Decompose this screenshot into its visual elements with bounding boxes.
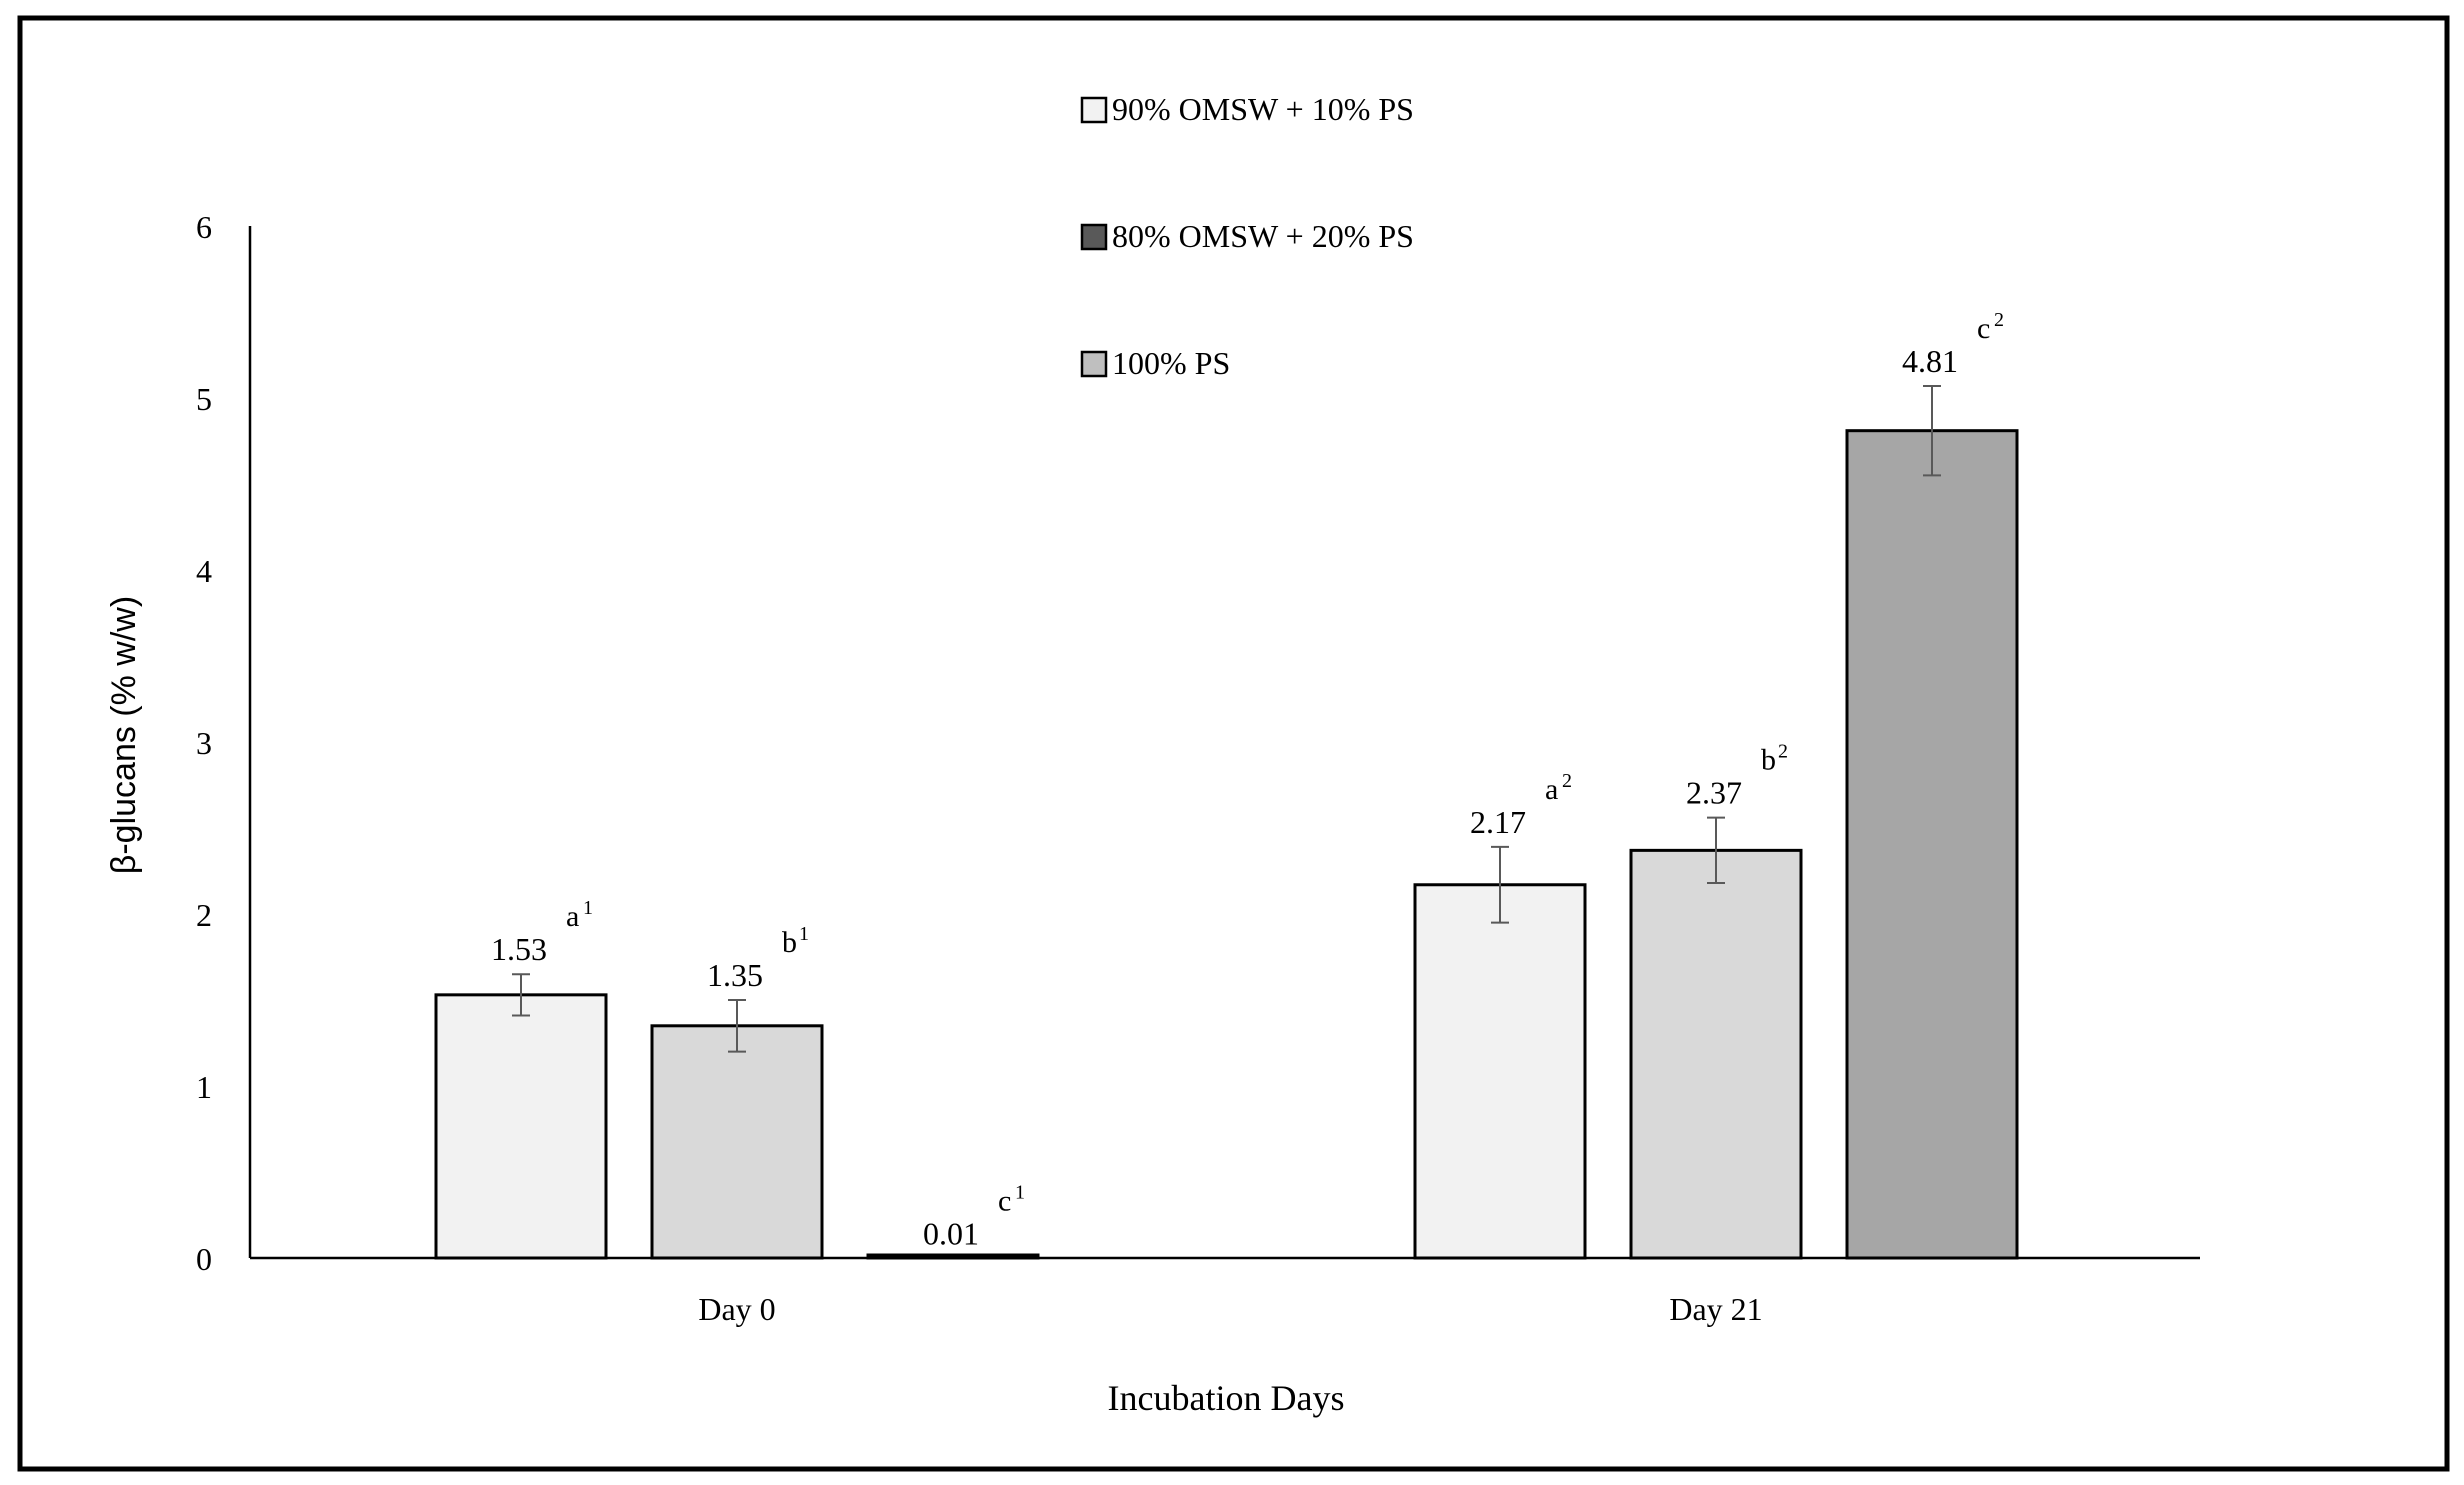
bars-layer: [434, 384, 2019, 1260]
data-label: 2.37: [1686, 775, 1742, 811]
x-tick-label: Day 0: [698, 1291, 775, 1327]
significance-letter: b: [782, 926, 797, 959]
significance-superscript: 1: [583, 897, 593, 919]
labels-layer: 1.53a 12.17a 21.35b 12.37b 20.01c 14.81c 2Day …: [491, 309, 2004, 1327]
significance-superscript: 2: [1994, 309, 2004, 331]
data-label: 1.53: [491, 931, 547, 967]
significance-superscript: 2: [1562, 770, 1572, 792]
y-tick-label: 1: [196, 1069, 212, 1105]
bar: [434, 993, 608, 1260]
y-tick-label: 3: [196, 725, 212, 761]
significance-letter: c: [998, 1184, 1011, 1217]
axes-layer: 0 1 2 3 4 5 6: [196, 209, 2200, 1277]
x-axis-title: Incubation Days: [1108, 1378, 1345, 1418]
significance-superscript: 1: [1015, 1181, 1025, 1203]
y-tick-label: 2: [196, 897, 212, 933]
legend-label: 90% OMSW + 10% PS: [1112, 91, 1414, 127]
legend-swatch: [1080, 350, 1108, 378]
data-label: 2.17: [1470, 804, 1526, 840]
significance-superscript: 2: [1778, 741, 1788, 763]
data-label: 4.81: [1902, 343, 1958, 379]
significance-letter: b: [1761, 744, 1776, 777]
y-tick-label: 4: [196, 553, 212, 589]
significance-superscript: 1: [799, 923, 809, 945]
x-tick-label: Day 21: [1669, 1291, 1762, 1327]
significance-letter: a: [1545, 773, 1558, 806]
data-label: 0.01: [923, 1215, 979, 1251]
bar: [650, 1024, 824, 1260]
significance-letter: c: [1977, 312, 1990, 345]
y-axis-title: β-glucans (% w/w): [105, 596, 143, 874]
legend-swatch: [1080, 96, 1108, 124]
legend-label: 80% OMSW + 20% PS: [1112, 218, 1414, 254]
y-tick-label: 5: [196, 381, 212, 417]
bar: [1413, 883, 1587, 1260]
significance-letter: a: [566, 900, 579, 933]
y-tick-label: 0: [196, 1241, 212, 1277]
legend: 90% OMSW + 10% PS 80% OMSW + 20% PS 100% P…: [1080, 91, 1414, 381]
bar: [1845, 429, 2019, 1260]
data-label: 1.35: [707, 957, 763, 993]
bar: [1629, 848, 1803, 1260]
legend-label: 100% PS: [1112, 345, 1230, 381]
legend-swatch: [1080, 223, 1108, 251]
outer-frame: [17, 15, 2450, 1472]
y-tick-label: 6: [196, 209, 212, 245]
